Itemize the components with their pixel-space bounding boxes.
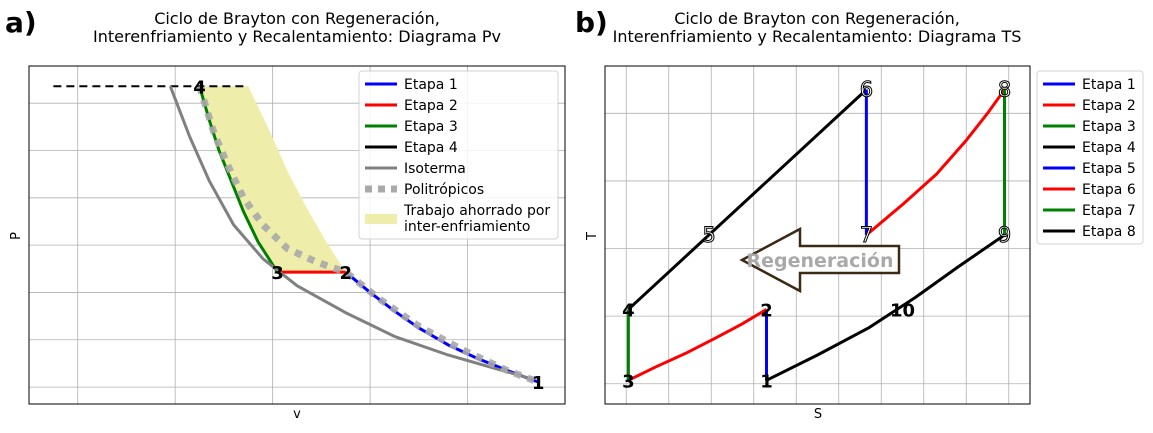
panel-a-x-axis-label: v — [293, 407, 301, 422]
a-series-isoterma — [168, 85, 532, 381]
b-point-label-7: 7 — [860, 223, 873, 247]
b-legend-label-etapa-1: Etapa 1 — [1082, 77, 1136, 93]
b-point-label-2: 2 — [760, 300, 773, 321]
shaded-region-trabajo-ahorrado — [199, 86, 346, 273]
panel-b-plot-area: 1 2 3 4 5 6 7 8 9 10 — [622, 77, 1012, 392]
panel-b-letter: b) — [575, 6, 608, 39]
a-legend-label-etapa-4: Etapa 4 — [404, 140, 458, 156]
panel-b-ts-diagram: b) Ciclo de Brayton con Regeneración, In… — [575, 6, 1144, 422]
regeneracion-arrow-annotation: Regeneración — [739, 226, 901, 294]
a-point-label-1: 1 — [532, 373, 545, 394]
panel-a-letter: a) — [5, 6, 37, 39]
panel-b-frame — [604, 65, 1031, 405]
panel-b-title-line-2: Interenfriamiento y Recalentamiento: Dia… — [613, 27, 1022, 46]
b-legend-label-etapa-3: Etapa 3 — [1082, 119, 1136, 135]
panel-b-legend: Etapa 1 Etapa 2 Etapa 3 Etapa 4 Etapa 5 Etapa… — [1036, 70, 1144, 245]
a-legend-label-politr-picos: Politrópicos — [404, 182, 484, 198]
b-legend-label-etapa-7: Etapa 7 — [1082, 203, 1136, 219]
panel-a-legend: Etapa 1 Etapa 2 Etapa 3 Etapa 4 Isoterma Poli… — [358, 70, 559, 240]
b-point-label-3: 3 — [622, 371, 635, 392]
a-legend-label-etapa-3: Etapa 3 — [404, 119, 458, 135]
b-point-label-10: 10 — [890, 300, 915, 321]
a-point-label-2: 2 — [339, 263, 352, 284]
a-legend-label-etapa-1: Etapa 1 — [404, 77, 458, 93]
panel-a-pv-diagram: a) Ciclo de Brayton con Regeneración, In… — [5, 6, 566, 422]
a-legend-box — [358, 70, 559, 240]
a-series-politr-picos — [196, 85, 540, 386]
left-arrow-icon — [739, 226, 901, 294]
b-legend-label-etapa-5: Etapa 5 — [1082, 161, 1136, 177]
panel-a-y-axis-label: P — [9, 232, 24, 240]
b-point-label-4: 4 — [622, 300, 635, 321]
b-point-label-8: 8 — [998, 78, 1011, 102]
a-point-label-4: 4 — [193, 77, 206, 98]
b-series-etapa-6 — [865, 88, 1006, 237]
b-point-label-6: 6 — [860, 78, 873, 102]
panel-b-y-axis-label: T — [585, 232, 600, 241]
panel-a-title-line-2: Interenfriamiento y Recalentamiento: Dia… — [93, 27, 501, 46]
panel-a-title-line-1: Ciclo de Brayton con Regeneración, — [154, 9, 440, 28]
regeneracion-label: Regeneración — [747, 250, 894, 272]
panel-b-x-axis-label: S — [814, 407, 822, 422]
a-legend-swatch-6 — [365, 214, 397, 224]
b-point-label-5: 5 — [702, 223, 715, 247]
a-legend-label-etapa-2: Etapa 2 — [404, 98, 458, 114]
b-point-label-9: 9 — [998, 223, 1011, 247]
b-point-label-1: 1 — [760, 371, 773, 392]
b-legend-label-etapa-6: Etapa 6 — [1082, 182, 1136, 198]
panel-b-title-line-1: Ciclo de Brayton con Regeneración, — [674, 9, 960, 28]
b-legend-box — [1036, 70, 1144, 245]
b-legend-label-etapa-8: Etapa 8 — [1082, 224, 1136, 240]
b-series-etapa-8 — [765, 233, 1006, 382]
a-series-etapa-3 — [198, 85, 279, 273]
b-legend-label-etapa-4: Etapa 4 — [1082, 140, 1136, 156]
b-legend-label-etapa-2: Etapa 2 — [1082, 98, 1136, 114]
b-series-etapa-4 — [627, 88, 868, 311]
panel-a-frame — [28, 65, 566, 405]
a-point-label-3: 3 — [271, 263, 284, 284]
b-series-etapa-2 — [627, 308, 768, 382]
a-legend-label-isoterma: Isoterma — [404, 161, 466, 177]
panel-a-plot-area: 1 2 3 4 — [53, 77, 544, 394]
a-legend-label-trabajo-ahorrado-por: Trabajo ahorrado por inter-enfriamiento — [403, 203, 550, 235]
